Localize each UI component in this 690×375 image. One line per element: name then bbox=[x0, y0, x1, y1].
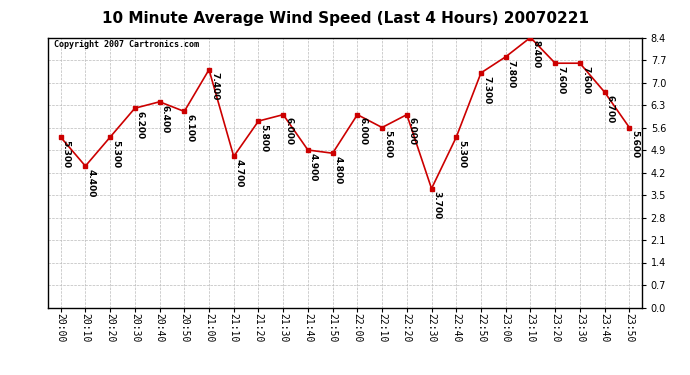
Text: 5.300: 5.300 bbox=[457, 140, 466, 168]
Text: Copyright 2007 Cartronics.com: Copyright 2007 Cartronics.com bbox=[55, 40, 199, 49]
Text: 6.000: 6.000 bbox=[284, 117, 293, 146]
Text: 5.600: 5.600 bbox=[631, 130, 640, 158]
Text: 7.800: 7.800 bbox=[506, 60, 515, 88]
Text: 5.800: 5.800 bbox=[259, 124, 268, 152]
Text: 5.600: 5.600 bbox=[383, 130, 392, 158]
Text: 7.600: 7.600 bbox=[581, 66, 590, 94]
Text: 6.200: 6.200 bbox=[136, 111, 145, 139]
Text: 6.100: 6.100 bbox=[186, 114, 195, 142]
Text: 4.700: 4.700 bbox=[235, 159, 244, 188]
Text: 6.000: 6.000 bbox=[408, 117, 417, 146]
Text: 5.300: 5.300 bbox=[111, 140, 120, 168]
Text: 4.900: 4.900 bbox=[309, 153, 318, 181]
Text: 6.000: 6.000 bbox=[358, 117, 367, 146]
Text: 5.300: 5.300 bbox=[61, 140, 70, 168]
Text: 8.400: 8.400 bbox=[531, 40, 540, 69]
Text: 4.800: 4.800 bbox=[334, 156, 343, 184]
Text: 6.400: 6.400 bbox=[161, 105, 170, 133]
Text: 7.300: 7.300 bbox=[482, 76, 491, 104]
Text: 7.600: 7.600 bbox=[556, 66, 565, 94]
Text: 3.700: 3.700 bbox=[433, 191, 442, 220]
Text: 6.700: 6.700 bbox=[606, 95, 615, 123]
Text: 10 Minute Average Wind Speed (Last 4 Hours) 20070221: 10 Minute Average Wind Speed (Last 4 Hou… bbox=[101, 11, 589, 26]
Text: 7.400: 7.400 bbox=[210, 72, 219, 101]
Text: 4.400: 4.400 bbox=[86, 169, 95, 197]
